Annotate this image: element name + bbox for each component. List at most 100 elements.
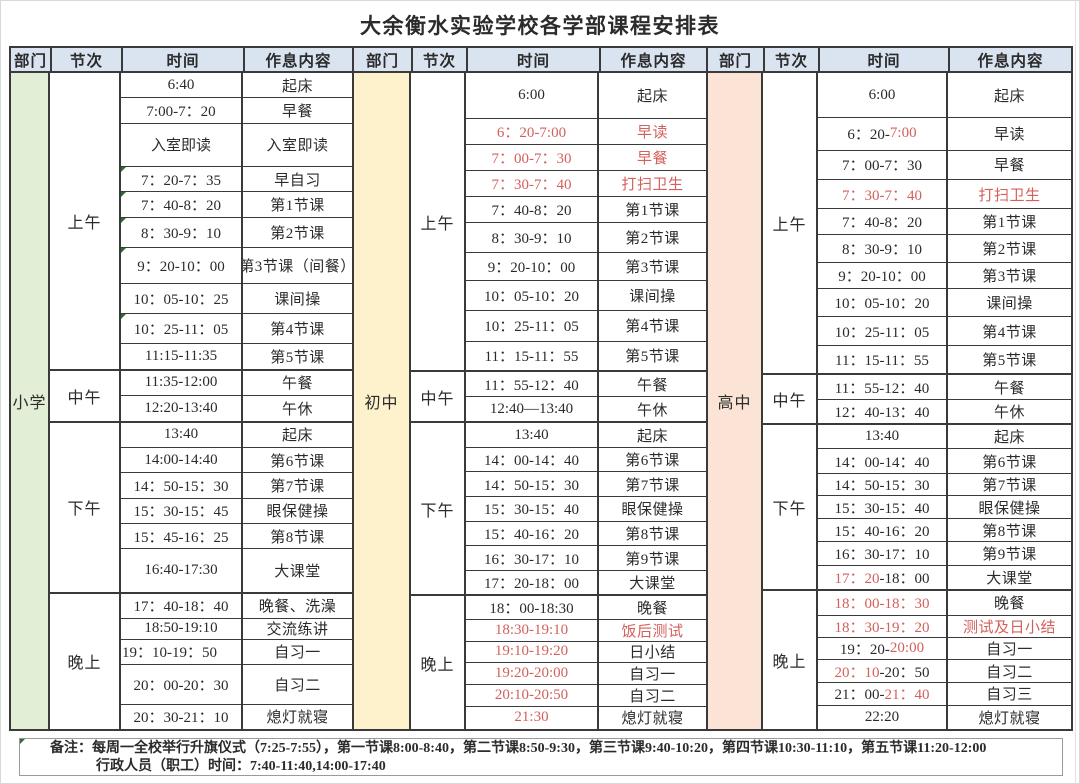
section-body: 高中 上午 6:00 起床 6：20- 7:00 早读 7：00-7：30 早餐 7：30-7：4… bbox=[708, 73, 1071, 730]
activity-cell: 自习一 bbox=[986, 642, 1033, 659]
time-cell: 14：50-15：30 bbox=[818, 473, 948, 496]
activity-cell: 第4节课 bbox=[625, 319, 680, 336]
schedule-row: 14：00-14：40 第6节课 bbox=[466, 446, 706, 472]
time-cell: 7:00-7：20 bbox=[121, 98, 243, 123]
schedule-row: 7：00-7：30 早餐 bbox=[818, 149, 1071, 180]
activity-cell: 第3节课 bbox=[625, 259, 680, 276]
activity-cell: 自习一 bbox=[274, 645, 321, 662]
schedule-row: 18:30-19:10 饭后测试 bbox=[466, 618, 706, 641]
schedule-row: 8：30-9：10 第2节课 bbox=[818, 233, 1071, 262]
schedule-row: 7：00-7：30 早餐 bbox=[466, 143, 706, 170]
schedule-row: 16:40-17:30 大课堂 bbox=[121, 548, 352, 592]
schedule-row: 14：00-14：40 第6节课 bbox=[818, 448, 1071, 473]
schedule-row: 7：30-7：40 打扫卫生 bbox=[466, 169, 706, 196]
time-cell: 11：15-11：55 bbox=[818, 346, 948, 374]
schedule-row: 11:15-11:35 第5节课 bbox=[121, 343, 352, 369]
time-cell: 17：20-18：00 bbox=[466, 570, 599, 595]
time-cell: 8：30-9：10 bbox=[121, 217, 243, 247]
schedule-row: 6:40 起床 bbox=[121, 73, 352, 98]
column-header-activity: 作息内容 bbox=[243, 48, 352, 71]
time-cell: 15：30-15：40 bbox=[818, 496, 948, 519]
section-junior: 部门 节次 时间 作息内容 初中 上午 6:00 起床 6：20-7:00 早读 7：00-7：30… bbox=[352, 48, 706, 730]
schedule-row: 18：30-19：20 测试及日小结 bbox=[818, 614, 1071, 638]
rows: 13:40 起床 14:00-14:40 第6节课 14：50-15：30 第7节课 15：… bbox=[121, 422, 352, 592]
schedule-row: 14:00-14:40 第6节课 bbox=[121, 446, 352, 473]
schedule-row: 16：30-17：10 第9节课 bbox=[466, 545, 706, 570]
activity-cell: 第7节课 bbox=[625, 477, 680, 494]
activity-cell: 第6节课 bbox=[625, 453, 680, 470]
period-cell: 中午 bbox=[411, 372, 466, 422]
time-cell: 11：55-12：40 bbox=[818, 375, 948, 399]
time-cell: 11：55-12：40 bbox=[466, 372, 599, 397]
schedule-row: 20：00-20：30 自习二 bbox=[121, 663, 352, 704]
time-cell: 6:00 bbox=[818, 73, 948, 118]
time-cell: 入室即读 bbox=[121, 123, 243, 167]
activity-cell: 第7节课 bbox=[982, 478, 1037, 495]
schedule-row: 20:10-20:50 自习二 bbox=[466, 683, 706, 706]
header-row: 部门 节次 时间 作息内容 bbox=[708, 48, 1071, 73]
activity-cell: 起床 bbox=[993, 88, 1025, 105]
schedule-row: 15：30-15：40 眼保健操 bbox=[466, 496, 706, 521]
period-group: 中午 11:35-12:00 午餐 12:20-13:40 午休 bbox=[50, 368, 352, 421]
rows: 6:00 起床 6：20-7:00 早读 7：00-7：30 早餐 7：30-7：40 打扫卫… bbox=[818, 73, 1071, 374]
schedule-row: 14：50-15：30 第7节课 bbox=[121, 472, 352, 498]
column-header-period: 节次 bbox=[50, 48, 121, 71]
schedule-row: 15：40-16：20 第8节课 bbox=[818, 518, 1071, 542]
time-cell: 7：40-8：20 bbox=[818, 209, 948, 234]
activity-cell: 自习三 bbox=[986, 687, 1033, 704]
period-group: 中午 11：55-12：40 午餐 12:40—13:40 午休 bbox=[411, 370, 706, 422]
activity-cell: 午休 bbox=[993, 405, 1025, 422]
time-cell: 7：20-7：35 bbox=[121, 167, 243, 192]
activity-cell: 眼保健操 bbox=[621, 502, 684, 519]
activity-cell: 第4节课 bbox=[982, 324, 1037, 341]
period-group: 中午 11：55-12：40 午餐 12：40-13：40 午休 bbox=[763, 373, 1071, 424]
schedule-row: 20：10 -20：50 自习二 bbox=[818, 659, 1071, 682]
time-cell: 15：30-15：45 bbox=[121, 498, 243, 523]
schedule-row: 9：20-10：00 第3节课 bbox=[818, 261, 1071, 289]
time-segment: 20：10 bbox=[834, 664, 880, 681]
column-header-department: 部门 bbox=[365, 52, 399, 70]
time-cell: 21:30 bbox=[466, 706, 599, 730]
time-segment: -18：00 bbox=[879, 571, 930, 588]
schedule-row: 19:20-20:00 自习一 bbox=[466, 661, 706, 684]
time-cell: 20：00-20：30 bbox=[121, 664, 243, 704]
time-cell: 16：30-17：10 bbox=[466, 546, 599, 570]
schedule-row: 19:10-19:20 日小结 bbox=[466, 640, 706, 662]
schedule-row: 8：30-9：10 第2节课 bbox=[466, 221, 706, 252]
schedule-row: 10：25-11：05 第4节课 bbox=[818, 316, 1071, 346]
section-body: 初中 上午 6:00 起床 6：20-7:00 早读 7：00-7：30 早餐 7：30-7：4… bbox=[354, 73, 706, 730]
activity-cell: 第3节课（间餐） bbox=[243, 258, 352, 275]
activity-cell: 第6节课 bbox=[270, 453, 325, 470]
activity-cell: 眼保健操 bbox=[978, 500, 1041, 517]
rows: 18：00-18：30 晚餐 18：30-19：20 测试及日小结 19：20- 20:0… bbox=[818, 591, 1071, 729]
time-cell: 14：00-14：40 bbox=[818, 449, 948, 473]
time-cell: 8：30-9：10 bbox=[818, 234, 948, 262]
time-cell: 15：45-16：25 bbox=[121, 523, 243, 549]
activity-cell: 早自习 bbox=[274, 172, 321, 189]
activity-cell: 第2节课 bbox=[982, 241, 1037, 258]
time-cell: 22:20 bbox=[818, 705, 948, 729]
activity-cell: 第9节课 bbox=[982, 547, 1037, 564]
activity-cell: 眼保健操 bbox=[266, 504, 329, 521]
activity-cell: 第6节课 bbox=[982, 454, 1037, 471]
schedule-row: 10：05-10：20 课间操 bbox=[466, 279, 706, 310]
activity-cell: 熄灯就寝 bbox=[266, 710, 329, 727]
rows: 11：55-12：40 午餐 12：40-13：40 午休 bbox=[818, 375, 1071, 424]
schedule-table: 部门 节次 时间 作息内容 小学 上午 6:40 起床 7:00-7：20 早餐 入室即读 入室即读 7… bbox=[9, 46, 1073, 731]
schedule-row: 15：30-15：40 眼保健操 bbox=[818, 495, 1071, 519]
time-cell: 13:40 bbox=[121, 422, 243, 447]
activity-cell: 早餐 bbox=[993, 158, 1025, 175]
time-cell: 10：25-11：05 bbox=[466, 310, 599, 341]
schedule-row: 18:50-19:10 交流练讲 bbox=[121, 618, 352, 639]
activity-cell: 课间操 bbox=[629, 288, 676, 305]
time-segment: 19：20- bbox=[839, 642, 890, 659]
time-cell: 7：40-8：20 bbox=[121, 192, 243, 217]
time-cell: 10：25-11：05 bbox=[121, 314, 243, 344]
period-group: 下午 13:40 起床 14：00-14：40 第6节课 14：50-15：30 第7节课 1… bbox=[411, 421, 706, 595]
activity-cell: 熄灯就寝 bbox=[621, 711, 684, 728]
time-cell: 15：30-15：40 bbox=[466, 497, 599, 521]
activity-cell: 第1节课 bbox=[625, 202, 680, 219]
activity-cell: 午餐 bbox=[993, 380, 1025, 397]
time-segment: 20:00 bbox=[889, 640, 925, 657]
